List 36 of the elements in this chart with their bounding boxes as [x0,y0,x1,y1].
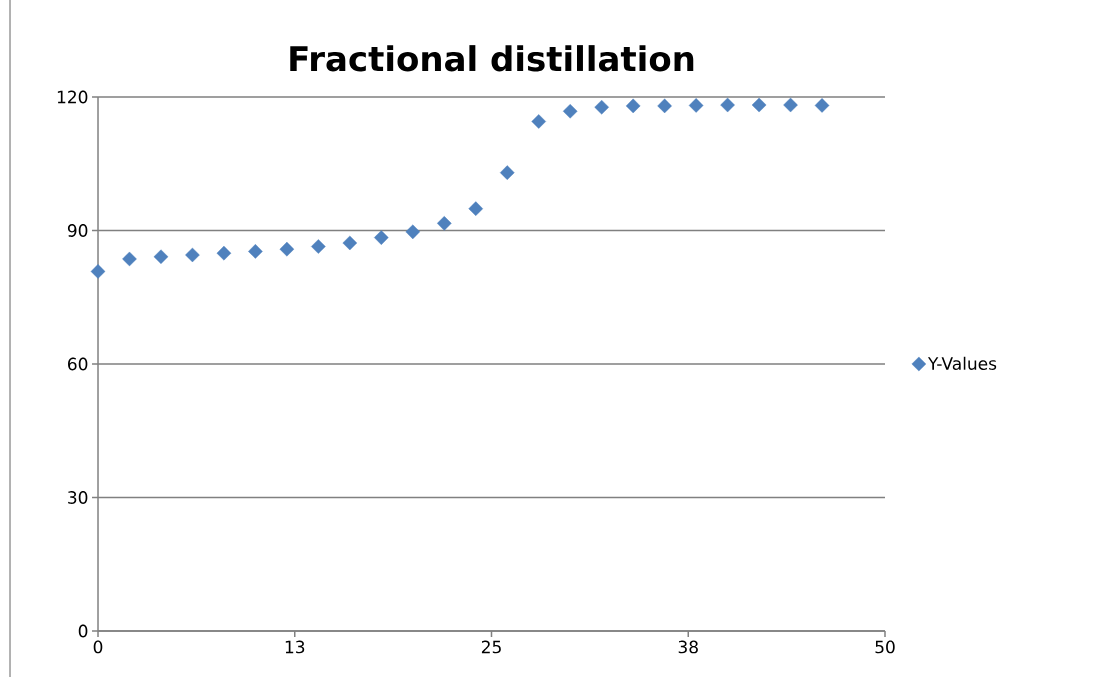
x-tick-label: 13 [285,640,305,654]
y-tick-label: 90 [67,224,88,237]
y-tick-label: 0 [78,624,88,638]
legend-label: Y-Values [927,356,997,370]
point [531,114,546,129]
point [342,235,358,251]
point [437,216,452,231]
point [562,103,578,119]
point [216,245,232,261]
point [814,98,830,113]
y-tick-label: 30 [68,491,88,504]
x-tick-label: 50 [875,640,895,654]
point [499,165,515,180]
x-tick-label: 0 [93,640,103,654]
point [783,97,798,113]
point [374,230,389,245]
point [90,264,106,279]
point [751,97,767,113]
point [122,251,137,267]
point [405,224,421,240]
point [468,201,484,216]
point [594,99,609,115]
point [720,97,735,113]
point [185,247,200,263]
point [688,98,704,113]
x-tick-label: 25 [481,640,501,654]
chart-title: Fractional distillation [290,45,694,72]
y-tick-label: 60 [68,357,88,371]
point [311,239,326,254]
point [279,241,295,257]
point [153,249,169,265]
y-tick-label: 120 [57,90,88,104]
point [657,98,672,114]
x-tick-label: 38 [678,640,698,654]
point [625,98,641,114]
point [248,244,263,259]
